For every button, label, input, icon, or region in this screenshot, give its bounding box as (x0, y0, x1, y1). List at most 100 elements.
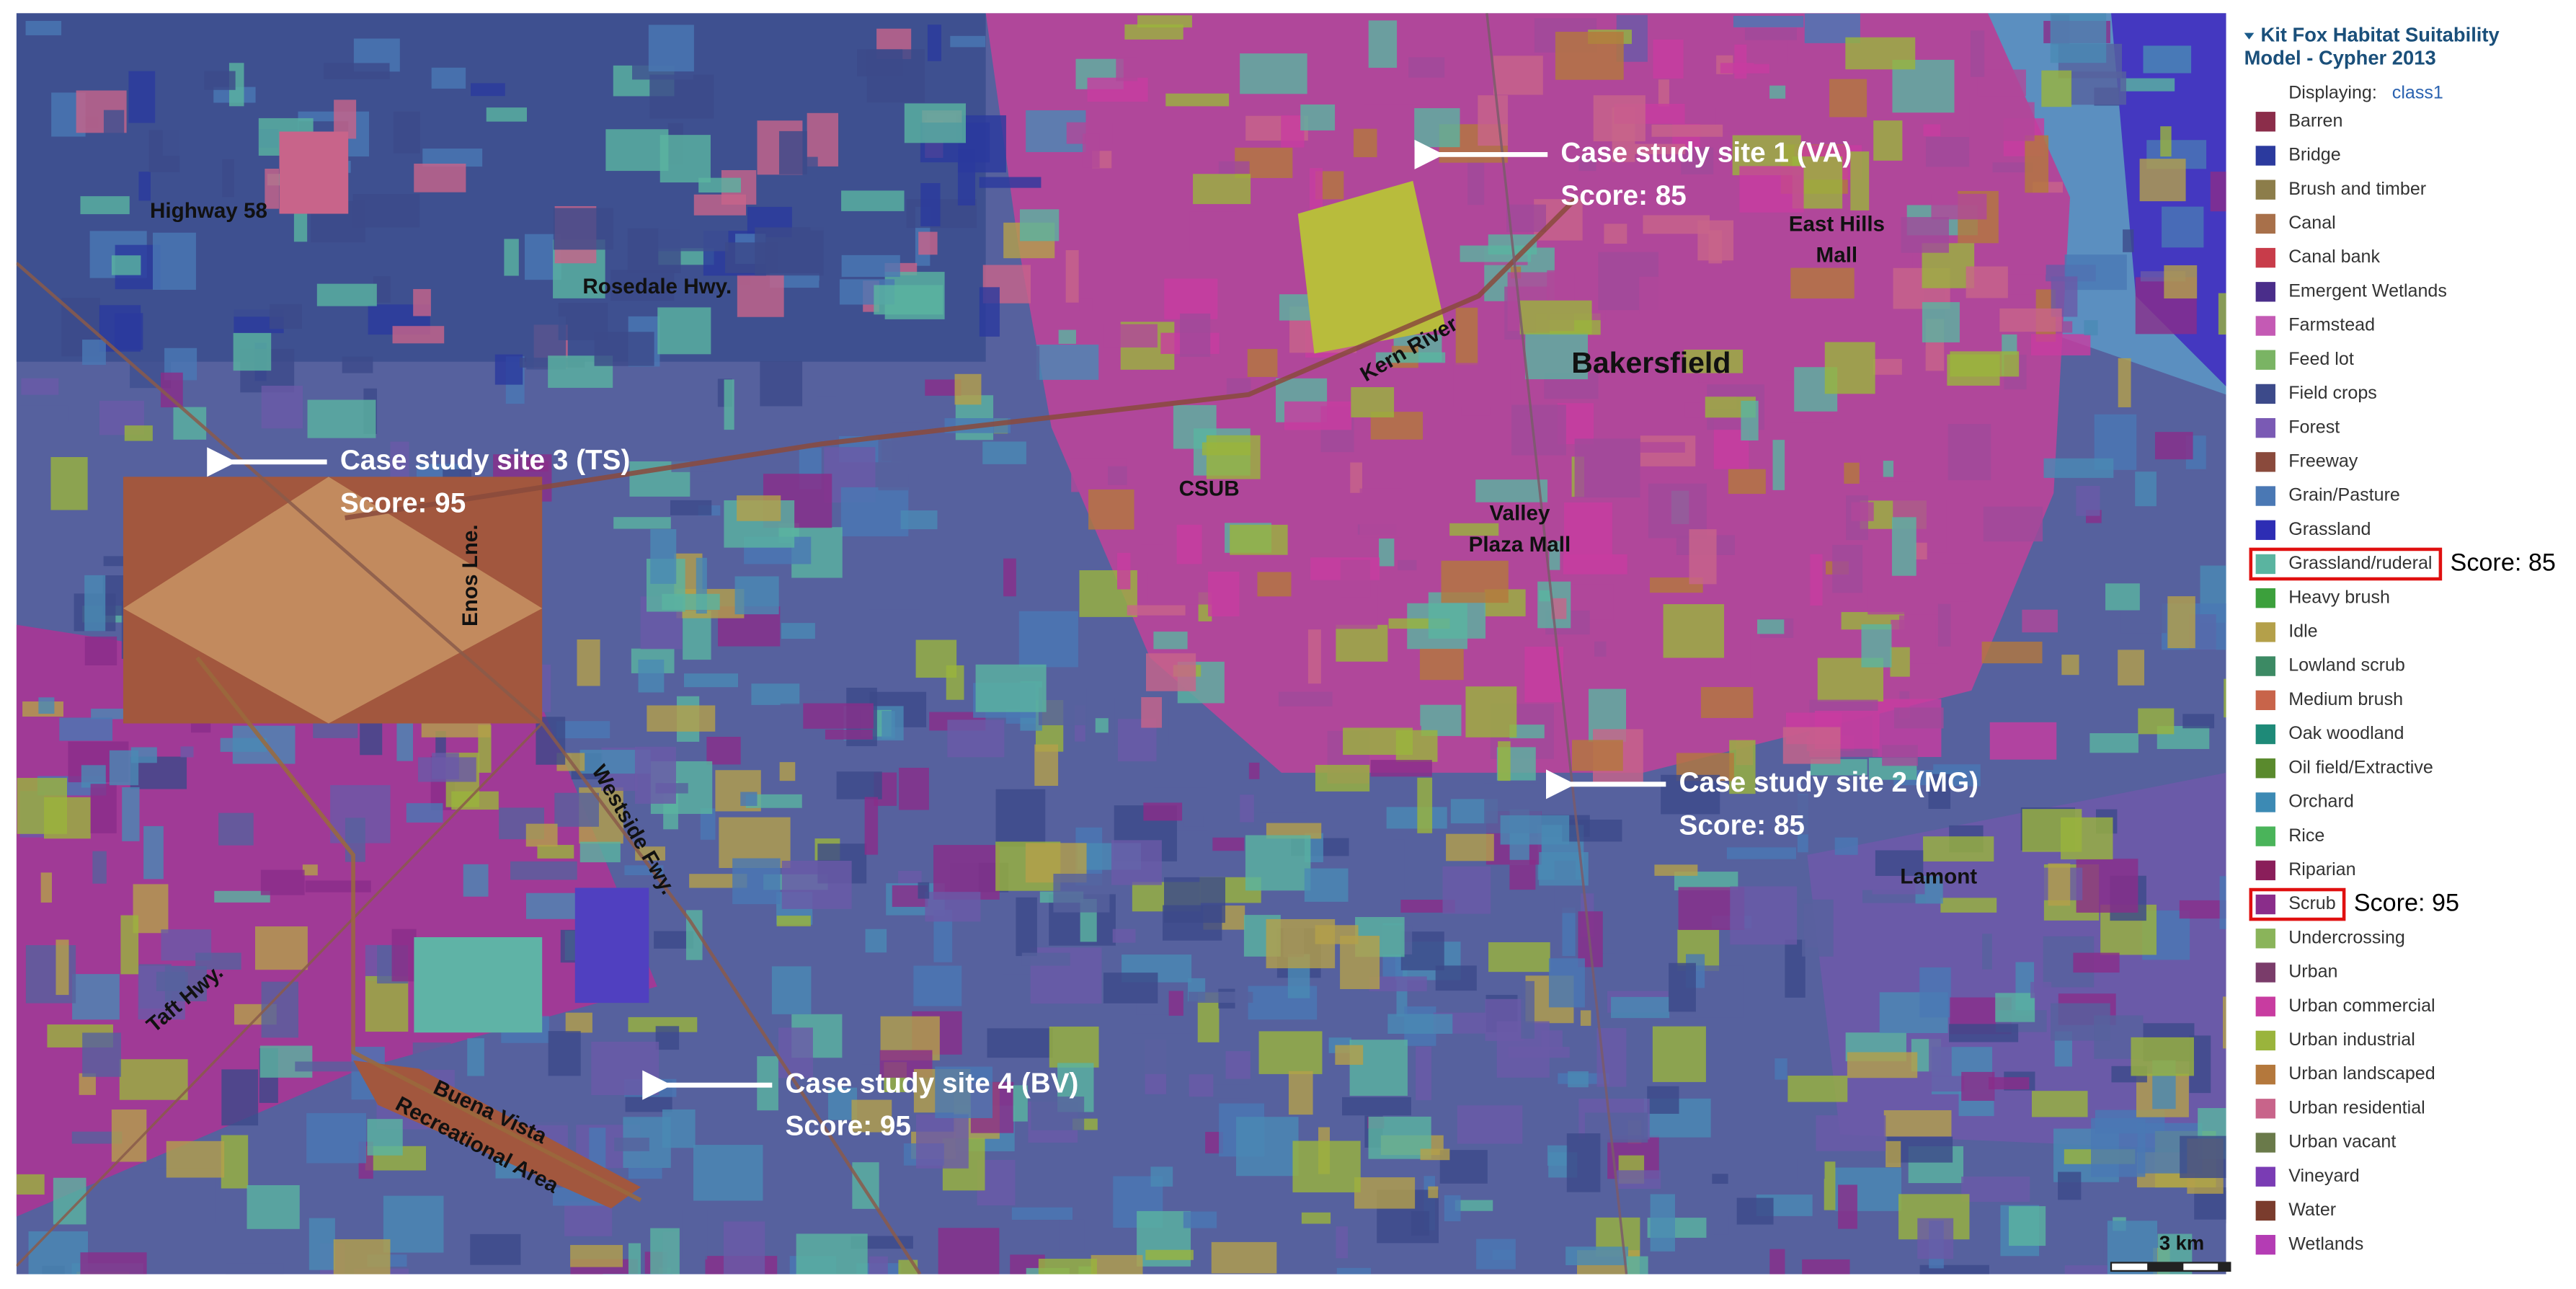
land-parcel (55, 939, 69, 996)
land-parcel (2041, 70, 2072, 107)
land-parcel (1330, 688, 1369, 726)
land-parcel (72, 974, 120, 1020)
legend-item: Canal bank (2288, 247, 2380, 267)
land-parcel (342, 356, 373, 373)
land-parcel (1549, 541, 1560, 570)
legend-item: Canal (2288, 213, 2336, 233)
land-parcel (435, 731, 446, 758)
land-parcel (1787, 1076, 1848, 1102)
land-parcel (1304, 868, 1349, 902)
land-parcel (841, 190, 905, 211)
land-parcel (1150, 1166, 1173, 1187)
land-parcel (700, 808, 716, 840)
land-parcel (1551, 598, 1567, 619)
map-label: Valley (1489, 502, 1550, 526)
land-parcel (16, 1174, 45, 1195)
legend-item: Urban landscaped (2288, 1063, 2435, 1084)
legend-swatch (2255, 486, 2275, 506)
land-parcel (913, 965, 962, 1006)
map-label: Mall (1816, 244, 1858, 267)
land-parcel (1989, 722, 2057, 760)
land-parcel (1942, 563, 1970, 602)
land-parcel (1053, 873, 1110, 913)
annotation-score: Score: 85 (1560, 180, 1686, 211)
land-parcel (1206, 435, 1261, 479)
legend-swatch (2255, 894, 2275, 915)
land-parcel (463, 864, 489, 897)
land-parcel (71, 1131, 123, 1144)
land-parcel (638, 659, 665, 693)
land-parcel (1065, 250, 1079, 303)
land-parcel (1444, 1195, 1461, 1222)
land-parcel (35, 244, 68, 280)
land-parcel (470, 1233, 521, 1265)
land-parcel (111, 255, 141, 275)
land-parcel (1340, 559, 1371, 598)
collapse-icon[interactable] (2244, 32, 2255, 40)
land-parcel (1574, 438, 1640, 498)
land-parcel (865, 929, 887, 953)
land-parcel (2105, 583, 2140, 611)
land-parcel (1736, 1197, 1774, 1225)
land-parcel (1720, 63, 1769, 74)
land-parcel (776, 916, 811, 926)
land-parcel (2030, 982, 2052, 998)
land-parcel (333, 1239, 391, 1275)
freeway (16, 262, 922, 1275)
land-parcel (1031, 1097, 1085, 1130)
land-parcel (2070, 71, 2126, 105)
land-parcel (796, 1233, 868, 1275)
land-parcel (1351, 387, 1395, 417)
land-parcel (406, 803, 443, 823)
land-parcel (1563, 234, 1581, 275)
map[interactable] (16, 13, 2296, 1289)
land-parcel (1651, 124, 1723, 137)
land-parcel (1521, 980, 1535, 1039)
land-parcel (1733, 15, 1804, 27)
land-parcel (1393, 839, 1405, 896)
land-parcel (1726, 847, 1797, 859)
land-parcel (871, 637, 889, 650)
land-parcel (1179, 313, 1211, 357)
land-parcel (1117, 552, 1131, 590)
land-parcel (589, 1128, 606, 1169)
legend-swatch (2255, 588, 2275, 608)
land-parcel (918, 882, 930, 899)
land-parcel (1653, 39, 1684, 79)
land-parcel (979, 177, 1041, 188)
land-parcel (1734, 44, 1747, 79)
land-parcel (1947, 424, 1991, 481)
land-parcel (698, 177, 742, 193)
legend-item: Grassland (2288, 519, 2371, 539)
land-parcel (1386, 807, 1447, 829)
parcel-purple (574, 887, 649, 1004)
land-parcel (1616, 1170, 1661, 1190)
land-parcel (1950, 351, 2020, 377)
land-parcel (570, 1244, 623, 1267)
land-parcel (2022, 609, 2058, 633)
land-parcel (1189, 1074, 1214, 1097)
land-parcel (221, 1069, 259, 1126)
legend-item: Field crops (2288, 383, 2377, 403)
land-parcel (190, 722, 211, 733)
land-parcel (1307, 629, 1321, 684)
legend-item: Scrub (2288, 893, 2335, 913)
land-parcel (1977, 69, 2026, 97)
legend-item: Urban industrial (2288, 1029, 2415, 1050)
land-parcel (115, 313, 143, 350)
land-parcel (1715, 107, 1764, 132)
land-parcel (2219, 876, 2226, 929)
map-label: Highway 58 (150, 199, 267, 223)
legend-item: Urban (2288, 962, 2337, 982)
scale-bar-segment (2147, 1262, 2184, 1271)
legend-swatch (2255, 996, 2275, 1016)
legend-swatch (2255, 554, 2275, 575)
land-parcel (247, 1184, 300, 1229)
land-parcel (771, 966, 812, 1014)
land-parcel (723, 1221, 765, 1275)
land-parcel (947, 719, 1005, 758)
land-parcel (1163, 905, 1222, 941)
land-parcel (302, 864, 318, 876)
land-parcel (1712, 1174, 1728, 1184)
